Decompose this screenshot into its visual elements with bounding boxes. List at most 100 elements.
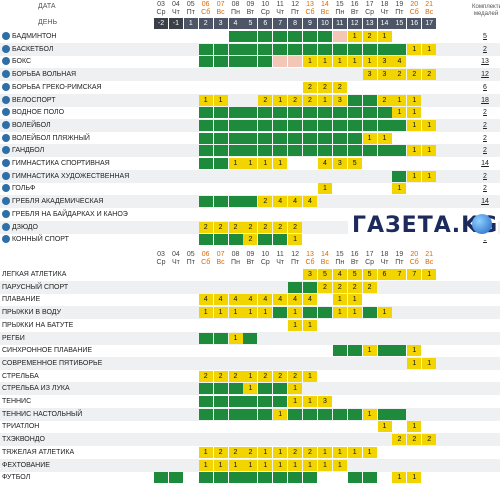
- sport-row[interactable]: ПРЫЖКИ В ВОДУ 1 1 1 1 1 1 1 1 1: [0, 306, 500, 320]
- sport-row[interactable]: БОРЬБА ВОЛЬНАЯ 3 3 2 2 2 12: [0, 68, 500, 82]
- schedule-cell: [273, 132, 288, 144]
- schedule-cell: 1: [288, 307, 303, 319]
- sport-row[interactable]: ГОЛЬФ 1 1 2: [0, 182, 500, 195]
- schedule-cell: 1: [392, 183, 407, 195]
- date2-09: 09 Вт: [243, 251, 257, 267]
- schedule-cell: 1: [288, 234, 303, 246]
- date-14: 14 Вс: [318, 1, 332, 17]
- sport-row[interactable]: ФУТБОЛ 1 1: [0, 471, 500, 484]
- medals-count[interactable]: 14: [481, 198, 489, 206]
- schedule-cell: 1: [362, 446, 377, 458]
- sport-name: БОРЬБА ВОЛЬНАЯ: [12, 71, 77, 79]
- schedule-cell: 4: [332, 269, 347, 280]
- sport-row[interactable]: ФЕХТОВАНИЕ 1 1 1 1 1 1 1 1 1 1: [0, 458, 500, 472]
- schedule-cell: [362, 94, 377, 106]
- sport-row[interactable]: ГРЕБЛЯ НА БАЙДАРКАХ И КАНОЭ: [0, 208, 500, 221]
- medals-count[interactable]: 18: [481, 96, 489, 104]
- sport-row[interactable]: ГРЕБЛЯ АКАДЕМИЧЕСКАЯ 2 4 4 4 14: [0, 195, 500, 209]
- sport-row[interactable]: СТРЕЛЬБА 2 2 2 1 2 2 2 1: [0, 370, 500, 383]
- medals-count[interactable]: 2: [483, 172, 487, 180]
- schedule-cell: [288, 132, 303, 144]
- sport-row[interactable]: СОВРЕМЕННОЕ ПЯТИБОРЬЕ 1 1: [0, 356, 500, 370]
- medals-count[interactable]: 14: [481, 160, 489, 167]
- medals-count[interactable]: 13: [481, 58, 489, 66]
- schedule-cell: 2: [273, 221, 288, 233]
- sport-icon: [2, 82, 10, 91]
- schedule-cell: [347, 132, 362, 144]
- sport-name: ФУТБОЛ: [2, 474, 31, 482]
- schedule-cell: 1: [228, 459, 243, 471]
- schedule-cell: 1: [392, 472, 407, 484]
- sport-row[interactable]: ТРИАТЛОН 1 1: [0, 420, 500, 433]
- date2-04: 04 Чт: [169, 251, 183, 267]
- sport-row[interactable]: БОКС 1 1 1 1 1 3 4 13: [0, 55, 500, 68]
- sport-row[interactable]: ПЛАВАНИЕ 4 4 4 4 4 4 4 4 1 1: [0, 293, 500, 306]
- medals-count[interactable]: 2: [483, 134, 487, 142]
- sport-row[interactable]: ВОЛЕЙБОЛ 1 1 2: [0, 118, 500, 132]
- schedule-cell: [213, 234, 228, 246]
- sport-row[interactable]: ВОДНОЕ ПОЛО 1 1 2: [0, 106, 500, 119]
- sport-icon: [2, 222, 10, 231]
- date-num: 20: [410, 1, 419, 8]
- medals-count[interactable]: 2: [483, 45, 487, 53]
- schedule-cell: 2: [198, 370, 213, 382]
- sport-row[interactable]: БАДМИНТОН 1 2 1 5: [0, 30, 500, 43]
- weekday: Пн: [335, 9, 345, 16]
- sport-row[interactable]: ЛЕГКАЯ АТЛЕТИКА 3 5 4 5 5 6 7 7 1: [0, 268, 500, 281]
- schedule-cell: [213, 196, 228, 208]
- schedule-cell: [273, 43, 288, 55]
- weekday: Пт: [290, 259, 300, 266]
- weekday: Ср: [260, 9, 270, 16]
- schedule-cell: [213, 383, 228, 395]
- sport-row[interactable]: ВОЛЕЙБОЛ ПЛЯЖНЫЙ 1 1 2: [0, 132, 500, 145]
- schedule-cell: [317, 145, 332, 157]
- sport-name: ТХЭКВОНДО: [2, 436, 45, 444]
- sport-row[interactable]: ТЕННИС 1 1 3: [0, 395, 500, 408]
- sport-row[interactable]: СТРЕЛЬБА ИЗ ЛУКА 1 1: [0, 382, 500, 396]
- sport-row[interactable]: ТЕННИС НАСТОЛЬНЫЙ 1 1: [0, 407, 500, 421]
- schedule-cell: [332, 345, 347, 357]
- sport-icon: [2, 133, 10, 142]
- sport-row[interactable]: ГАНДБОЛ 1 1 2: [0, 144, 500, 158]
- date-num: 05: [186, 251, 195, 258]
- schedule-cell: 1: [392, 94, 407, 106]
- schedule-cell: 3: [303, 269, 317, 280]
- medals-count[interactable]: 6: [483, 83, 487, 91]
- medals-count[interactable]: 2: [483, 121, 487, 129]
- sport-row[interactable]: РЕГБИ 1: [0, 331, 500, 345]
- sport-row[interactable]: СИНХРОННОЕ ПЛАВАНИЕ 1 1: [0, 344, 500, 357]
- sport-row[interactable]: БАСКЕТБОЛ 1 1 2: [0, 42, 500, 56]
- medals-count[interactable]: 5: [483, 33, 487, 40]
- date2-17: 17 Ср: [363, 251, 377, 267]
- date-num: 07: [216, 251, 225, 258]
- schedule-cell: [288, 107, 303, 119]
- date2-05: 05 Пт: [184, 251, 198, 267]
- medals-count[interactable]: 2: [483, 147, 487, 155]
- schedule-cell: 2: [392, 434, 407, 446]
- medals-count[interactable]: 2: [483, 185, 487, 193]
- date-num: 08: [231, 251, 240, 258]
- weekday: Сб: [201, 259, 211, 266]
- sport-row[interactable]: ТХЭКВОНДО 2 2 2: [0, 433, 500, 447]
- medals-count[interactable]: 2: [483, 109, 487, 117]
- sport-row[interactable]: ТЯЖЕЛАЯ АТЛЕТИКА 1 2 2 2 1 1 2 2 1 1 1 1: [0, 446, 500, 459]
- weekday: Пт: [290, 9, 300, 16]
- sport-row[interactable]: ГИМНАСТИКА СПОРТИВНАЯ 1 1 1 1 4 3 5 14: [0, 157, 500, 170]
- sport-row[interactable]: ГИМНАСТИКА ХУДОЖЕСТВЕННАЯ 1 1 2: [0, 169, 500, 183]
- schedule-cell: [288, 43, 303, 55]
- sport-row[interactable]: ПАРУСНЫЙ СПОРТ 2 2 2 2: [0, 280, 500, 294]
- sport-row[interactable]: БОРЬБА ГРЕКО-РИМСКАЯ 2 2 2 6: [0, 81, 500, 94]
- schedule-cell: [332, 107, 347, 119]
- date-07: 07 Вс: [214, 1, 228, 17]
- sport-row[interactable]: ВЕЛОСПОРТ 1 1 2 1 2 2 1 3 2 1 1 18: [0, 93, 500, 107]
- medals-count[interactable]: 12: [481, 71, 489, 79]
- schedule-cell: 1: [347, 294, 362, 306]
- schedule-cell: 1: [407, 107, 422, 119]
- schedule-cell: 1: [213, 459, 228, 471]
- schedule-cell: 2: [258, 221, 273, 233]
- schedule-cell: [288, 119, 303, 131]
- sport-row[interactable]: ПРЫЖКИ НА БАТУТЕ 1 1: [0, 319, 500, 332]
- schedule-cell: [228, 396, 243, 407]
- schedule-cell: [332, 408, 347, 420]
- sport-icon: [2, 120, 10, 129]
